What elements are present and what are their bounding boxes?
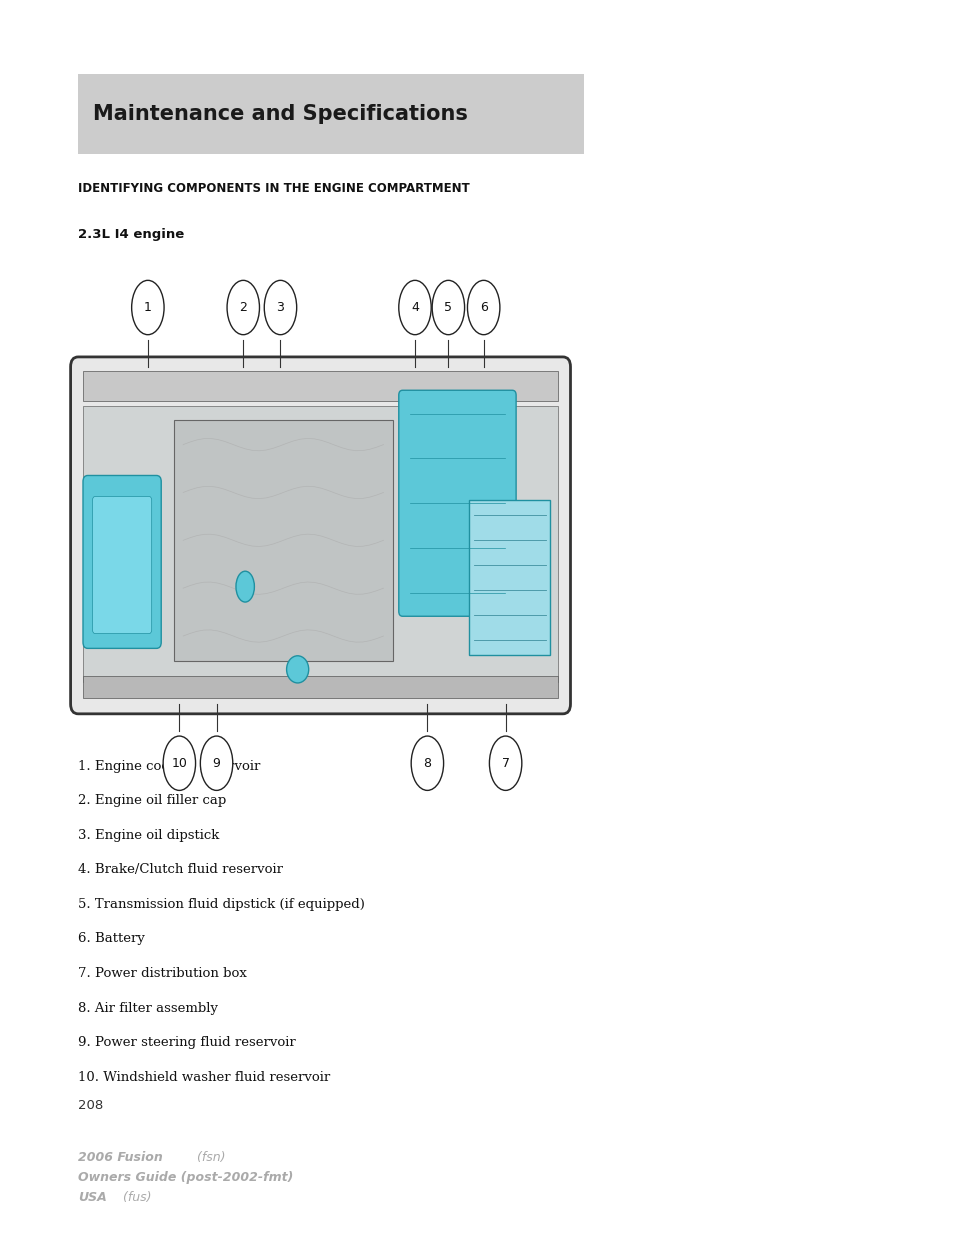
Text: 2. Engine oil filler cap: 2. Engine oil filler cap xyxy=(78,794,226,808)
Ellipse shape xyxy=(227,280,259,335)
FancyBboxPatch shape xyxy=(83,475,161,648)
Text: Maintenance and Specifications: Maintenance and Specifications xyxy=(92,104,467,125)
Text: 2006 Fusion: 2006 Fusion xyxy=(78,1151,163,1165)
Ellipse shape xyxy=(132,280,164,335)
Text: 5: 5 xyxy=(444,301,452,314)
Ellipse shape xyxy=(200,736,233,790)
Ellipse shape xyxy=(398,280,431,335)
FancyBboxPatch shape xyxy=(83,406,558,682)
Text: 4. Brake/Clutch fluid reservoir: 4. Brake/Clutch fluid reservoir xyxy=(78,863,283,877)
Ellipse shape xyxy=(264,280,296,335)
Text: 7. Power distribution box: 7. Power distribution box xyxy=(78,967,247,981)
Ellipse shape xyxy=(411,736,443,790)
Text: 3: 3 xyxy=(276,301,284,314)
Ellipse shape xyxy=(235,571,254,603)
FancyBboxPatch shape xyxy=(83,676,558,698)
Text: 9. Power steering fluid reservoir: 9. Power steering fluid reservoir xyxy=(78,1036,295,1050)
FancyBboxPatch shape xyxy=(469,500,550,655)
Text: 7: 7 xyxy=(501,757,509,769)
Text: 10: 10 xyxy=(172,757,187,769)
Text: 2: 2 xyxy=(239,301,247,314)
Text: 4: 4 xyxy=(411,301,418,314)
Ellipse shape xyxy=(286,656,309,683)
Text: (fsn): (fsn) xyxy=(193,1151,225,1165)
Text: 1. Engine coolant reservoir: 1. Engine coolant reservoir xyxy=(78,760,260,773)
Text: (fus): (fus) xyxy=(119,1191,152,1204)
Text: 1: 1 xyxy=(144,301,152,314)
Text: 8: 8 xyxy=(423,757,431,769)
Text: 9: 9 xyxy=(213,757,220,769)
Text: 10. Windshield washer fluid reservoir: 10. Windshield washer fluid reservoir xyxy=(78,1071,330,1084)
Ellipse shape xyxy=(467,280,499,335)
Text: 5. Transmission fluid dipstick (if equipped): 5. Transmission fluid dipstick (if equip… xyxy=(78,898,365,911)
Text: 208: 208 xyxy=(78,1099,103,1113)
Text: 8. Air filter assembly: 8. Air filter assembly xyxy=(78,1002,218,1015)
FancyBboxPatch shape xyxy=(173,420,393,661)
Text: IDENTIFYING COMPONENTS IN THE ENGINE COMPARTMENT: IDENTIFYING COMPONENTS IN THE ENGINE COM… xyxy=(78,182,470,195)
Text: 6: 6 xyxy=(479,301,487,314)
FancyBboxPatch shape xyxy=(71,357,570,714)
Ellipse shape xyxy=(163,736,195,790)
FancyBboxPatch shape xyxy=(83,370,558,401)
Text: 3. Engine oil dipstick: 3. Engine oil dipstick xyxy=(78,829,219,842)
Text: 2.3L I4 engine: 2.3L I4 engine xyxy=(78,228,184,242)
Ellipse shape xyxy=(489,736,521,790)
FancyBboxPatch shape xyxy=(398,390,516,616)
Text: USA: USA xyxy=(78,1191,107,1204)
FancyBboxPatch shape xyxy=(92,496,152,634)
Text: Owners Guide (post-2002-fmt): Owners Guide (post-2002-fmt) xyxy=(78,1171,294,1184)
FancyBboxPatch shape xyxy=(78,74,583,154)
Ellipse shape xyxy=(432,280,464,335)
Text: 6. Battery: 6. Battery xyxy=(78,932,145,946)
